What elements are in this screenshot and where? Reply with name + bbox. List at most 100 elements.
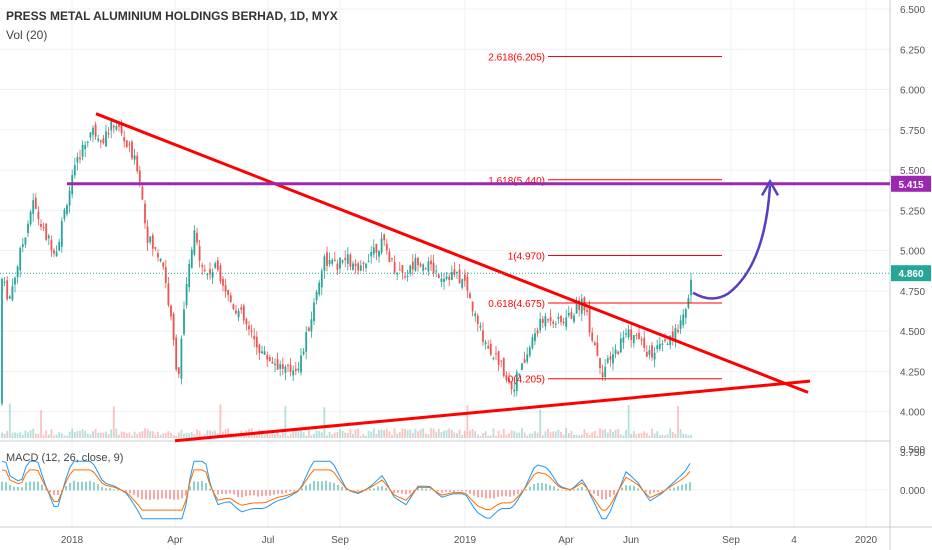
candle-body <box>552 321 555 324</box>
volume-bar <box>346 432 349 438</box>
volume-bar <box>671 431 674 438</box>
macd-histogram-bar <box>141 490 143 500</box>
macd-histogram-bar <box>529 486 531 491</box>
candle-body <box>471 301 474 312</box>
macd-histogram-bar <box>193 481 195 491</box>
candle-body <box>437 274 440 279</box>
volume-bar <box>450 429 453 438</box>
candle-body <box>331 259 334 264</box>
candle-body <box>326 252 328 267</box>
y-tick-label: 6.250 <box>900 45 925 56</box>
volume-bar <box>690 434 692 438</box>
candle-body <box>440 278 443 282</box>
candle-body <box>318 282 321 295</box>
candle-body <box>294 368 297 371</box>
macd-histogram-bar <box>449 490 451 492</box>
volume-bar <box>383 430 386 438</box>
volume-bar <box>112 406 115 438</box>
candle-body <box>648 350 651 355</box>
volume-bar <box>487 435 490 438</box>
candle-body <box>547 319 549 321</box>
fib-label: 0.618(4.675) <box>488 299 545 310</box>
volume-bar <box>440 432 443 438</box>
candle-body <box>227 289 230 296</box>
candle-body <box>635 335 638 337</box>
volume-bar <box>484 431 487 438</box>
macd-histogram-bar <box>401 490 403 494</box>
candle-body <box>76 157 79 163</box>
volume-bar <box>162 433 165 438</box>
macd-histogram-bar <box>205 483 207 491</box>
volume-bar <box>435 432 438 438</box>
candle-body <box>284 366 287 373</box>
candle-body <box>183 309 185 335</box>
volume-bar <box>320 432 323 438</box>
macd-histogram-bar <box>173 490 175 500</box>
macd-histogram-bar <box>589 490 591 492</box>
macd-histogram-bar <box>325 480 327 491</box>
volume-bar <box>609 429 612 438</box>
volume-bar <box>635 434 638 438</box>
candle-body <box>274 363 276 366</box>
volume-bar <box>544 431 547 438</box>
volume-bar <box>315 430 318 438</box>
macd-histogram-bar <box>201 480 203 491</box>
macd-histogram-bar <box>97 484 99 491</box>
candle-body <box>536 330 539 334</box>
macd-histogram-bar <box>13 486 15 491</box>
macd-histogram-bar <box>293 490 295 492</box>
candle-body <box>110 121 113 131</box>
candle-body <box>89 132 92 138</box>
volume-bar <box>539 409 542 438</box>
candle-body <box>141 186 144 200</box>
candle-body <box>417 257 419 266</box>
volume-bar <box>414 428 417 438</box>
candle-body <box>24 237 27 245</box>
macd-histogram-bar <box>629 485 631 491</box>
volume-bar <box>253 433 256 438</box>
y-tick-label: 5.000 <box>900 247 925 258</box>
volume-bar <box>510 430 513 438</box>
volume-bar <box>411 432 414 438</box>
candle-body <box>53 250 55 254</box>
volume-bar <box>341 430 344 438</box>
candle-body <box>40 224 42 227</box>
candle-body <box>679 320 682 329</box>
volume-bar <box>463 430 466 438</box>
volume-bar <box>357 428 360 438</box>
volume-bar <box>471 429 474 438</box>
volume-bar <box>154 435 157 438</box>
volume-bar <box>606 432 609 438</box>
macd-histogram-bar <box>425 488 427 491</box>
volume-bar <box>185 432 188 438</box>
volume-bar <box>604 429 607 438</box>
volume-bar <box>32 428 35 438</box>
macd-histogram-bar <box>481 490 483 498</box>
macd-histogram-bar <box>225 490 227 494</box>
volume-bar <box>60 433 63 438</box>
candle-body <box>658 343 661 349</box>
candle-body <box>562 321 565 324</box>
volume-bar <box>526 435 529 438</box>
macd-histogram-bar <box>301 488 303 491</box>
candle-body <box>489 343 492 355</box>
candle-body <box>146 226 149 243</box>
volume-bar <box>669 428 672 438</box>
macd-histogram-bar <box>249 490 251 496</box>
candle-body <box>567 313 570 316</box>
macd-histogram-bar <box>549 485 551 491</box>
macd-histogram-bar <box>633 485 635 491</box>
volume-bar <box>388 431 391 438</box>
candle-body <box>398 269 401 271</box>
macd-histogram-bar <box>469 490 471 494</box>
volume-bar <box>588 434 591 438</box>
candle-body <box>619 338 622 353</box>
macd-histogram-bar <box>65 485 67 491</box>
volume-bar <box>398 432 401 438</box>
candle-body <box>287 364 289 366</box>
volume-bar <box>19 432 22 438</box>
macd-histogram-bar <box>289 490 291 492</box>
x-tick-label: 4 <box>791 535 797 546</box>
volume-bar <box>508 433 510 438</box>
candle-body <box>534 333 536 342</box>
